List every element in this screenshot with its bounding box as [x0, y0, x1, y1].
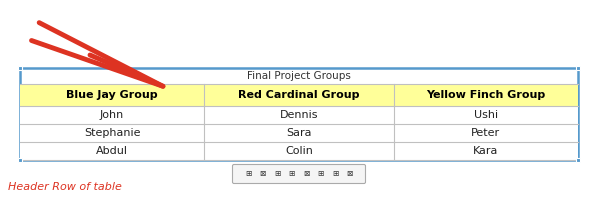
- Bar: [18, 66, 22, 70]
- Text: Red Cardinal Group: Red Cardinal Group: [238, 90, 360, 100]
- Text: John: John: [100, 110, 124, 120]
- Bar: [20, 68, 578, 160]
- Text: Sara: Sara: [286, 128, 312, 138]
- Text: Ushi: Ushi: [474, 110, 498, 120]
- Text: ⊠: ⊠: [303, 170, 310, 178]
- Text: ⊞: ⊞: [274, 170, 281, 178]
- Bar: [18, 158, 22, 162]
- Bar: [20, 124, 578, 142]
- Text: Yellow Finch Group: Yellow Finch Group: [427, 90, 545, 100]
- Bar: [20, 142, 578, 160]
- Bar: [576, 66, 580, 70]
- Text: Blue Jay Group: Blue Jay Group: [66, 90, 158, 100]
- Text: Header Row of table: Header Row of table: [8, 182, 122, 192]
- Text: Kara: Kara: [473, 146, 499, 156]
- Text: ⊞: ⊞: [332, 170, 338, 178]
- Text: ⊠: ⊠: [346, 170, 353, 178]
- Bar: [576, 158, 580, 162]
- Bar: [20, 84, 578, 106]
- Text: ⊞: ⊞: [245, 170, 251, 178]
- Text: ⊞: ⊞: [289, 170, 295, 178]
- FancyBboxPatch shape: [233, 164, 365, 184]
- Text: Final Project Groups: Final Project Groups: [247, 71, 351, 81]
- Text: ⊠: ⊠: [260, 170, 266, 178]
- Text: ⊞: ⊞: [317, 170, 324, 178]
- Text: Dennis: Dennis: [280, 110, 318, 120]
- Text: Colin: Colin: [285, 146, 313, 156]
- Text: Peter: Peter: [472, 128, 500, 138]
- Text: Abdul: Abdul: [96, 146, 128, 156]
- Bar: [20, 106, 578, 124]
- Text: Stephanie: Stephanie: [84, 128, 140, 138]
